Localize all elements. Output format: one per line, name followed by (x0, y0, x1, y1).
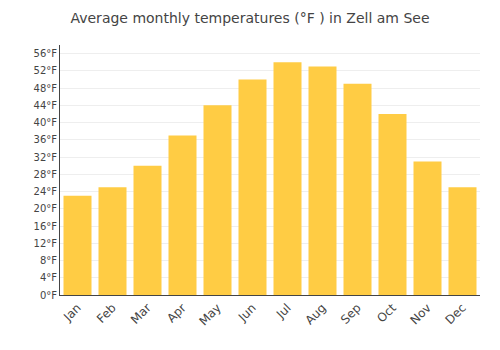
svg-text:52°F: 52°F (34, 65, 58, 76)
svg-text:56°F: 56°F (34, 48, 58, 59)
svg-text:40°F: 40°F (34, 117, 58, 128)
svg-text:24°F: 24°F (34, 186, 58, 197)
svg-text:Feb: Feb (94, 301, 119, 326)
svg-text:0°F: 0°F (40, 290, 57, 301)
svg-text:36°F: 36°F (34, 134, 58, 145)
svg-text:Oct: Oct (374, 301, 399, 326)
svg-text:Dec: Dec (443, 301, 469, 327)
svg-text:Sep: Sep (338, 301, 364, 327)
svg-text:Jan: Jan (60, 301, 84, 325)
svg-text:Apr: Apr (164, 301, 189, 326)
svg-text:32°F: 32°F (34, 152, 58, 163)
svg-text:May: May (196, 301, 223, 328)
svg-text:4°F: 4°F (40, 272, 57, 283)
svg-text:20°F: 20°F (34, 203, 58, 214)
svg-text:48°F: 48°F (34, 83, 58, 94)
svg-text:Aug: Aug (302, 301, 328, 327)
svg-text:Jun: Jun (235, 301, 259, 325)
svg-text:12°F: 12°F (34, 238, 58, 249)
svg-text:28°F: 28°F (34, 169, 58, 180)
svg-text:Average monthly temperatures (: Average monthly temperatures (°F ) in Ze… (70, 10, 429, 26)
svg-text:44°F: 44°F (34, 100, 58, 111)
svg-text:Nov: Nov (407, 301, 433, 327)
svg-text:8°F: 8°F (40, 255, 57, 266)
svg-text:16°F: 16°F (34, 221, 58, 232)
svg-text:Jul: Jul (273, 301, 294, 322)
svg-text:Mar: Mar (128, 301, 154, 327)
